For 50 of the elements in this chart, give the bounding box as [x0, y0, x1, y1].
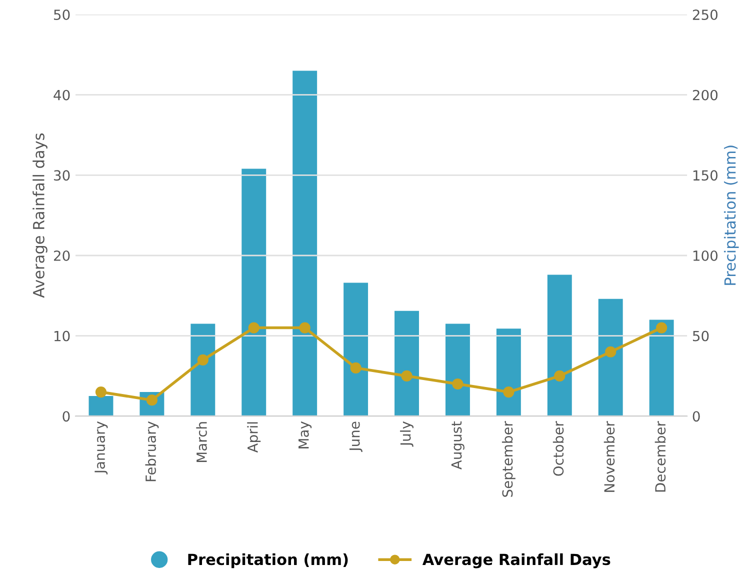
- y2-tick-label: 100: [693, 250, 718, 261]
- bar: [394, 310, 419, 416]
- x-tick-label: February: [145, 421, 159, 482]
- point: [605, 346, 616, 358]
- y2-tick-label: 250: [692, 10, 718, 20]
- y2-tick-label: 50: [692, 330, 709, 342]
- y-tick-label: 20: [54, 250, 70, 261]
- bar: [344, 282, 368, 416]
- bar: [598, 298, 623, 416]
- y-tick-label: 30: [54, 170, 70, 181]
- x-tick-label: August: [451, 421, 464, 470]
- point: [350, 362, 362, 374]
- point: [248, 322, 260, 334]
- x-tick-label: April: [247, 422, 261, 453]
- bar: [88, 396, 114, 416]
- point: [95, 386, 107, 398]
- point: [554, 370, 566, 382]
- legend-label: Precipitation (mm): [188, 553, 348, 568]
- point: [452, 378, 464, 390]
- x-tick-label: September: [502, 420, 516, 497]
- x-tick-label: October: [552, 420, 564, 476]
- y2-axis-title: Precipitation (mm): [724, 146, 739, 285]
- bar: [445, 324, 470, 416]
- x-tick-label: March: [196, 422, 207, 462]
- y2-tick-label: 200: [692, 90, 718, 100]
- x-tick-label: May: [298, 421, 312, 448]
- point: [656, 322, 668, 334]
- bar: [496, 328, 521, 416]
- bar: [547, 274, 572, 416]
- bar: [242, 168, 266, 416]
- point: [503, 386, 514, 398]
- y-tick-label: 40: [54, 90, 70, 100]
- bar: [292, 70, 318, 416]
- y-axis-title: Average Rainfall days: [32, 133, 48, 298]
- y-tick-label: 50: [54, 10, 70, 20]
- point: [299, 322, 310, 334]
- y2-tick-label: 0: [692, 411, 700, 422]
- y2-tick-label: 150: [693, 170, 718, 181]
- y-tick-label: 0: [62, 411, 70, 422]
- x-tick-label: December: [654, 420, 666, 492]
- x-tick-label: January: [94, 421, 108, 474]
- bar: [190, 324, 216, 416]
- y-tick-label: 10: [54, 330, 70, 342]
- x-tick-label: June: [350, 422, 362, 452]
- point: [401, 370, 412, 382]
- bar: [649, 320, 674, 416]
- x-tick-label: November: [604, 420, 615, 492]
- legend-label: Average Rainfall Days: [422, 553, 610, 568]
- point: [197, 354, 208, 366]
- x-tick-label: July: [400, 421, 414, 447]
